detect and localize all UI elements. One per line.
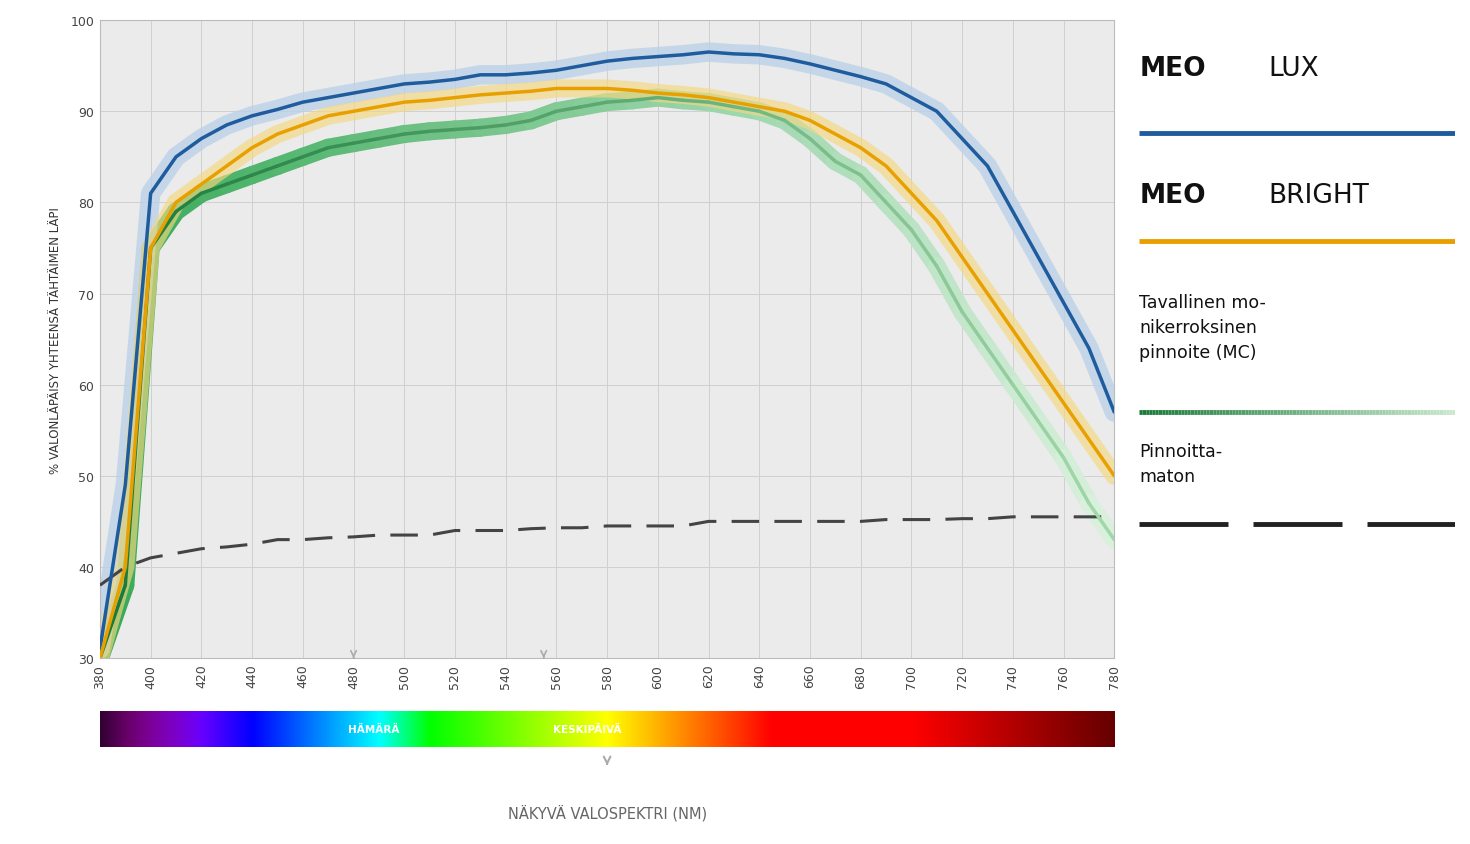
Text: Pinnoitta-
maton: Pinnoitta- maton — [1139, 442, 1223, 485]
Y-axis label: % VALONLÄPÄISY YHTEENSÄ TÄHTÄIMEN LÄPI: % VALONLÄPÄISY YHTEENSÄ TÄHTÄIMEN LÄPI — [49, 207, 62, 473]
Text: Tavallinen mo-
nikerroksinen
pinnoite (MC): Tavallinen mo- nikerroksinen pinnoite (M… — [1139, 294, 1266, 361]
Text: NÄKYVÄ VALOSPEKTRI (NM): NÄKYVÄ VALOSPEKTRI (NM) — [507, 804, 707, 821]
Text: KESKIPÄIVÄ: KESKIPÄIVÄ — [553, 724, 620, 734]
Text: MEO: MEO — [1139, 182, 1205, 208]
Text: BRIGHT: BRIGHT — [1269, 182, 1370, 208]
Text: HÄMÄRÄ: HÄMÄRÄ — [348, 724, 400, 734]
Text: MEO: MEO — [1139, 56, 1205, 82]
Text: LUX: LUX — [1269, 56, 1320, 82]
